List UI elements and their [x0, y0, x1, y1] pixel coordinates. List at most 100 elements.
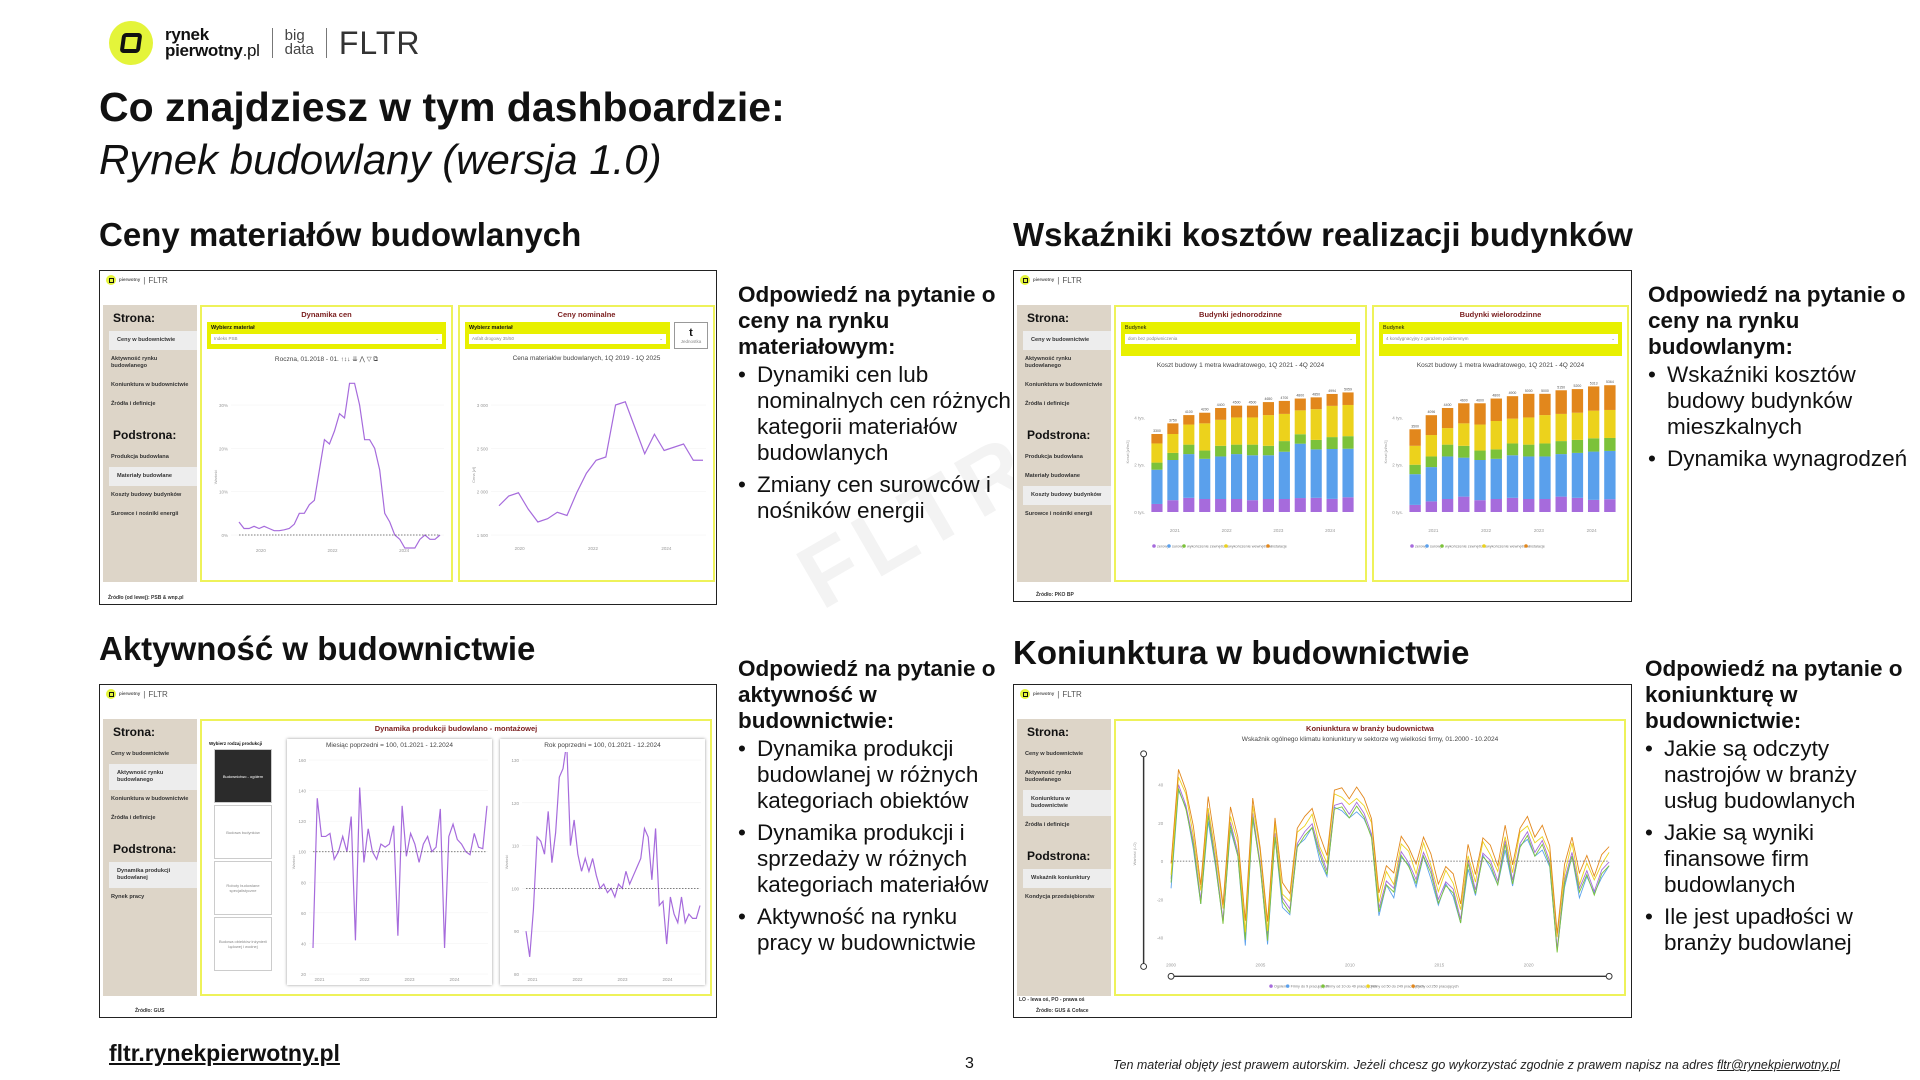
bar-segment — [1326, 449, 1338, 499]
slider-handle[interactable] — [1167, 972, 1175, 980]
sidebar-subpage-item[interactable]: Produkcja budowlana — [1025, 454, 1083, 460]
bar-segment — [1151, 434, 1163, 444]
bar-segment — [1167, 460, 1179, 501]
data-label: 4800 — [1296, 394, 1304, 398]
sidebar-subpage-item[interactable]: Dynamika produkcji budowlanej — [109, 862, 197, 888]
bar-segment — [1262, 402, 1274, 416]
sidebar-subpage-item[interactable]: Koszty budowy budynków — [111, 492, 182, 498]
contact-email-link[interactable]: fltr@rynekpierwotny.pl — [1716, 1058, 1840, 1072]
picker-dropdown[interactable]: Indeks PSB ⌄ — [211, 334, 442, 344]
material-picker[interactable]: Wybierz materiał Asfalt drogowy 35/50 ⌄ — [465, 322, 670, 349]
bar-segment — [1278, 499, 1290, 512]
question-text: Odpowiedź na pytanie o aktywność w budow… — [738, 656, 996, 733]
production-type-option[interactable]: Budowa obiektów inżynierii lądowej i wod… — [214, 917, 272, 971]
bar-segment — [1441, 456, 1454, 499]
source-note: Źródło: GUS — [135, 1008, 165, 1014]
source-note: Źródło (od lewej): PSB & wnp.pl — [108, 595, 184, 601]
mini-sidebar: Strona: Ceny w budownictwie Aktywność rynk… — [103, 305, 197, 582]
bar-segment — [1458, 423, 1470, 446]
sidebar-page-item[interactable]: Źródła i definicje — [1025, 822, 1070, 828]
bar-segment — [1183, 424, 1195, 445]
bar-segment — [1310, 449, 1322, 498]
bar-segment — [1183, 497, 1195, 512]
sidebar-page-item[interactable]: Ceny w budownictwie — [111, 751, 170, 757]
logo-mark-icon — [1020, 275, 1030, 285]
material-picker[interactable]: Budynek 4 kondygnacyjny z garażem podziem… — [1379, 322, 1622, 356]
bullet-item: Zmiany cen surowców i nośników energii — [738, 472, 1013, 524]
material-picker[interactable]: Wybierz materiał Indeks PSB ⌄ — [207, 322, 446, 349]
chevron-down-icon: ⌄ — [1611, 336, 1615, 341]
sidebar-page-item[interactable]: Aktywność rynku budowlanego — [1025, 770, 1072, 783]
logo-word: pierwotny — [165, 41, 243, 60]
sidebar-page-item[interactable]: Ceny w budownictwie — [1023, 331, 1111, 350]
bar-segment — [1458, 403, 1470, 424]
sidebar-page-item[interactable]: Aktywność rynku budowlanego — [111, 356, 158, 369]
sidebar-subpage-item[interactable]: Wskaźnik koniunktury — [1023, 869, 1111, 888]
sidebar-page-item[interactable]: Koniunktura w budownictwie — [1025, 382, 1103, 388]
mini-logo-fltr: FLTR — [148, 689, 168, 699]
material-picker[interactable]: Budynek dom bez podpiwniczenia ⌄ — [1121, 322, 1360, 356]
picker-dropdown[interactable]: dom bez podpiwniczenia ⌄ — [1125, 334, 1356, 344]
sidebar-subpage-item[interactable]: Kondycja przedsiębiorstw — [1025, 894, 1095, 900]
slider-handle[interactable] — [1605, 972, 1613, 980]
bar-segment — [1199, 412, 1211, 424]
sidebar-page-item[interactable]: Ceny w budownictwie — [109, 331, 197, 350]
tick-label: 2021 — [314, 977, 325, 982]
tick-label: 2021 — [1170, 528, 1181, 533]
bar-segment — [1474, 460, 1486, 501]
logo-big: big — [284, 27, 305, 44]
tick-label: 140 — [298, 789, 306, 794]
bar-segment — [1262, 499, 1274, 512]
data-label: 3750 — [1169, 418, 1177, 422]
picker-dropdown[interactable]: 4 kondygnacyjny z garażem podziemnym ⌄ — [1383, 334, 1618, 344]
sidebar-page-item[interactable]: Koniunktura w budownictwie — [111, 796, 189, 802]
section-heading-costs: Wskaźniki kosztów realizacji budynków — [1013, 216, 1633, 253]
picker-dropdown[interactable]: Asfalt drogowy 35/50 ⌄ — [469, 334, 666, 344]
bar-segment — [1342, 436, 1354, 449]
bar-segment — [1310, 439, 1322, 450]
sidebar-subpage-item[interactable]: Rynek pracy — [111, 894, 145, 900]
tick-label: 2021 — [527, 977, 538, 982]
tick-label: 2005 — [1256, 963, 1266, 968]
production-type-option[interactable]: Budowa budynków — [214, 805, 272, 859]
production-type-option[interactable]: Roboty budowlane specjalistyczne — [214, 861, 272, 915]
sidebar-subpage-item[interactable]: Surowce i nośniki energii — [1025, 511, 1093, 517]
bar-segment — [1278, 413, 1290, 442]
sidebar-subpage-item[interactable]: Koszty budowy budynków — [1023, 486, 1111, 505]
tick-label: -40 — [1157, 936, 1164, 941]
website-link[interactable]: fltr.rynekpierwotny.pl — [109, 1040, 340, 1066]
dashboard-preview-activity: pierwotny | FLTR Strona: Ceny w budownictwie… — [99, 684, 717, 1018]
bar-segment — [1294, 434, 1306, 444]
data-label: 5200 — [1574, 384, 1582, 388]
sidebar-subpage-item[interactable]: Materiały budowlane — [109, 467, 197, 486]
panel-title: Dynamika produkcji budowlano - montażowe… — [374, 724, 538, 733]
sidebar-page-item[interactable]: Źródła i definicje — [111, 815, 156, 821]
section-heading-sentiment: Koniunktura w budownictwie — [1013, 634, 1470, 671]
bar-segment — [1604, 499, 1616, 512]
bar-segment — [1215, 456, 1227, 499]
tick-label: 2022 — [1481, 528, 1492, 533]
sidebar-subpage-item[interactable]: Produkcja budowlana — [111, 454, 169, 460]
mini-sidebar: Strona: Ceny w budownictwie Aktywność rynk… — [1017, 719, 1111, 996]
sidebar-page-item[interactable]: Źródła i definicje — [111, 401, 156, 407]
unit-button[interactable]: t Jednostka — [674, 322, 708, 349]
sidebar-subpage-item[interactable]: Surowce i nośniki energii — [111, 511, 179, 517]
production-type-option[interactable]: Budownictwo - ogółem — [214, 749, 272, 803]
sidebar-page-item[interactable]: Koniunktura w budownictwie — [111, 382, 189, 388]
sidebar-page-item[interactable]: Źródła i definicje — [1025, 401, 1070, 407]
tick-label: 2022 — [588, 546, 599, 551]
sidebar-page-item[interactable]: Aktywność rynku budowlanego — [109, 764, 197, 790]
mini-logo-fltr: FLTR — [1062, 275, 1082, 285]
sidebar-page-item[interactable]: Koniunktura w budownictwie — [1023, 790, 1111, 816]
sidebar-page-item[interactable]: Aktywność rynku budowlanego — [1025, 356, 1072, 369]
bar-segment — [1326, 437, 1338, 450]
sidebar-subpage-item[interactable]: Materiały budowlane — [1025, 473, 1081, 479]
sidebar-page-item[interactable]: Ceny w budownictwie — [1025, 751, 1084, 757]
legend-marker — [1182, 544, 1186, 548]
bar-segment — [1246, 417, 1259, 445]
bar-segment — [1199, 458, 1211, 499]
bar-segment — [1425, 467, 1438, 502]
bar-segment — [1571, 497, 1584, 512]
slider-handle[interactable] — [1140, 750, 1148, 758]
slider-handle[interactable] — [1140, 963, 1148, 970]
